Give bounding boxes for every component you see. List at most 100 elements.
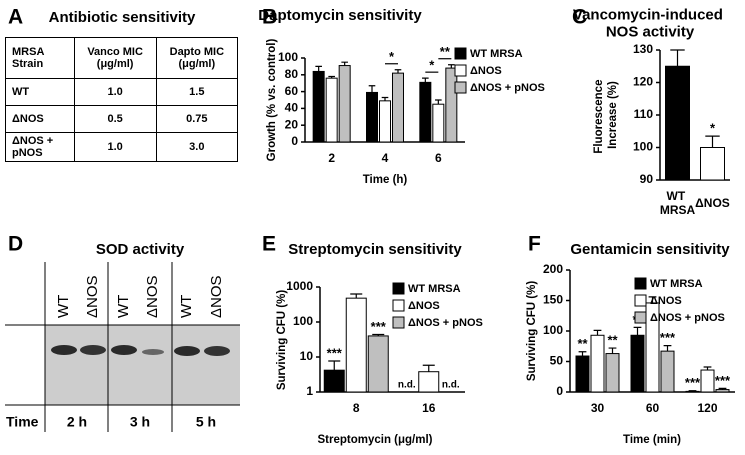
- bar: [685, 390, 700, 393]
- gel-band: [80, 345, 106, 355]
- gel-image: [5, 262, 240, 432]
- bar: [575, 355, 590, 393]
- bar: [338, 65, 351, 143]
- table-cell: 0.75: [155, 105, 239, 133]
- chart-title: Gentamicin sensitivity: [570, 241, 730, 258]
- chart-title: Streptomycin sensitivity: [288, 241, 462, 258]
- bar: [605, 353, 620, 393]
- panel-letter: C: [572, 6, 587, 29]
- bar: [366, 91, 378, 143]
- bar: [418, 371, 440, 393]
- y-axis-label: Fluorescence Increase (%): [593, 76, 619, 153]
- y-axis-label: Surviving CFU (%): [276, 290, 288, 390]
- significance-label: **: [607, 333, 618, 348]
- x-tick-label: 4: [382, 151, 389, 165]
- error-bar: [350, 293, 363, 299]
- bar: [432, 103, 445, 143]
- significance-label: *: [710, 121, 716, 136]
- y-tick-label: 110: [634, 107, 654, 121]
- gel-band: [204, 346, 230, 356]
- y-tick-label: 0: [291, 134, 298, 148]
- y-tick-label: 100: [293, 314, 313, 328]
- error-bar: [368, 85, 376, 93]
- x-tick-label: 120: [697, 401, 717, 415]
- y-tick-label: 20: [285, 117, 299, 131]
- significance-label: ***: [371, 319, 387, 334]
- error-bar: [608, 347, 617, 354]
- time-label: 2 h: [67, 414, 87, 430]
- x-axis-label: Time (h): [363, 174, 408, 186]
- gel-band: [111, 345, 137, 355]
- legend-label: ΔNOS: [408, 300, 440, 312]
- table-row: ΔNOS 0.5 0.75: [5, 105, 239, 133]
- y-tick-label: 100: [633, 140, 653, 154]
- legend-label: WT MRSA: [470, 48, 523, 60]
- error-bar: [381, 96, 389, 101]
- error-bar: [648, 296, 657, 303]
- table-row: ΔNOS + pNOS 1.0 3.0: [5, 132, 239, 162]
- error-bar: [718, 387, 727, 390]
- legend-swatch: [634, 294, 647, 307]
- table-header-cell: Dapto MIC (μg/ml): [155, 37, 239, 79]
- legend-label: ΔNOS + pNOS: [408, 317, 483, 329]
- error-bar: [328, 360, 341, 371]
- x-tick-label: WT MRSA: [660, 189, 696, 217]
- x-axis-label: Streptomycin (μg/ml): [317, 434, 432, 446]
- table-row: MRSA Strain Vanco MIC (μg/ml) Dapto MIC (μ…: [5, 37, 239, 79]
- error-bar: [328, 75, 335, 79]
- significance-label: **: [440, 44, 451, 59]
- table-cell: 0.5: [73, 105, 157, 133]
- error-bar: [435, 99, 442, 105]
- legend-label: WT MRSA: [408, 283, 461, 295]
- table-header-cell: MRSA Strain: [5, 37, 75, 79]
- legend-label: ΔNOS: [470, 65, 502, 77]
- lane-label: ΔNOS: [84, 275, 101, 318]
- table-header-cell: Vanco MIC (μg/ml): [73, 37, 157, 79]
- bar: [590, 334, 605, 393]
- value-label: n.d.: [398, 380, 416, 391]
- panel-letter: B: [262, 6, 277, 29]
- legend-swatch: [392, 299, 405, 312]
- panel-letter: F: [528, 233, 541, 256]
- x-tick-label: 30: [591, 401, 605, 415]
- bar: [379, 100, 391, 143]
- x-tick-label: 8: [353, 401, 360, 415]
- error-bar: [315, 65, 322, 72]
- y-tick-label: 0: [556, 384, 563, 398]
- panel-letter: A: [8, 6, 23, 29]
- significance-label: *: [389, 49, 395, 64]
- legend-swatch: [454, 64, 467, 77]
- y-axis-label: Surviving CFU (%): [526, 281, 538, 381]
- significance-label: ***: [660, 330, 676, 345]
- error-bar: [705, 135, 720, 148]
- value-label: n.d.: [442, 380, 460, 391]
- legend-swatch: [454, 81, 467, 94]
- legend-swatch: [634, 311, 647, 324]
- bar: [700, 369, 715, 393]
- error-bar: [663, 345, 672, 352]
- y-tick-label: 60: [285, 84, 299, 98]
- error-bar: [372, 333, 385, 336]
- table-cell: ΔNOS + pNOS: [5, 132, 75, 162]
- panel-title: SOD activity: [96, 241, 185, 258]
- legend-swatch: [634, 277, 647, 290]
- bar: [392, 72, 404, 143]
- table-cell: 1.0: [73, 132, 157, 162]
- y-tick-label: 1: [306, 384, 313, 398]
- table-cell: 1.0: [73, 78, 157, 106]
- y-tick-label: 10: [300, 349, 314, 363]
- table-cell: 3.0: [155, 132, 239, 162]
- mic-table: MRSA Strain Vanco MIC (μg/ml) Dapto MIC (μ…: [5, 37, 239, 162]
- error-bar: [578, 351, 587, 357]
- chart-title: Daptomycin sensitivity: [258, 7, 422, 24]
- gel-band: [51, 345, 77, 355]
- significance-label: ***: [327, 345, 343, 360]
- bar: [325, 77, 338, 143]
- error-bar: [394, 69, 402, 74]
- error-bar: [688, 390, 697, 392]
- y-tick-label: 200: [543, 262, 563, 276]
- y-tick-label: 100: [278, 50, 298, 64]
- legend-label: ΔNOS: [650, 295, 682, 307]
- gel-band: [142, 349, 164, 355]
